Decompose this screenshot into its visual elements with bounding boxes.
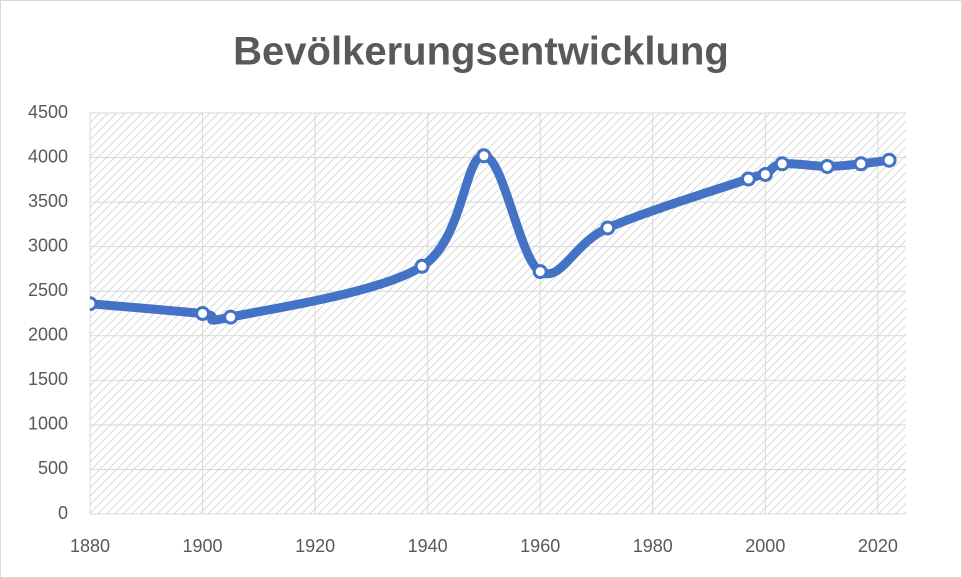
data-point xyxy=(223,309,239,325)
y-tick-label: 1500 xyxy=(28,369,68,389)
y-tick-label: 4000 xyxy=(28,146,68,166)
data-point xyxy=(819,158,835,174)
data-point xyxy=(740,171,756,187)
data-point xyxy=(853,156,869,172)
x-tick-label: 1940 xyxy=(408,536,448,556)
data-point xyxy=(90,296,98,312)
y-tick-label: 2000 xyxy=(28,325,68,345)
x-tick-label: 1880 xyxy=(70,536,110,556)
y-tick-label: 1000 xyxy=(28,414,68,434)
data-point xyxy=(600,220,616,236)
y-tick-label: 4500 xyxy=(28,102,68,122)
data-point xyxy=(476,148,492,164)
y-tick-label: 500 xyxy=(38,458,68,478)
y-tick-label: 0 xyxy=(58,503,68,523)
x-tick-label: 1920 xyxy=(295,536,335,556)
chart-title: Bevölkerungsentwicklung xyxy=(233,30,729,74)
x-tick-label: 1960 xyxy=(520,536,560,556)
data-point xyxy=(881,152,897,168)
x-tick-label: 1900 xyxy=(183,536,223,556)
data-point xyxy=(414,258,430,274)
x-tick-label: 2000 xyxy=(745,536,785,556)
data-point xyxy=(774,156,790,172)
y-tick-label: 3000 xyxy=(28,235,68,255)
x-tick-label: 1980 xyxy=(633,536,673,556)
x-tick-label: 2020 xyxy=(858,536,898,556)
data-point xyxy=(195,306,211,321)
data-point xyxy=(757,166,773,182)
y-tick-label: 3500 xyxy=(28,191,68,211)
y-tick-label: 2500 xyxy=(28,280,68,300)
data-point xyxy=(532,264,548,280)
